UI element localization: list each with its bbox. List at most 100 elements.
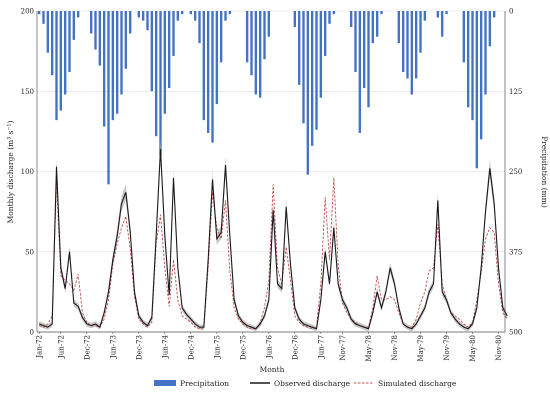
precipitation-bar <box>137 11 141 18</box>
precipitation-bar <box>258 11 262 98</box>
x-tick-label: Nov-80 <box>495 335 503 361</box>
precipitation-bar <box>362 11 366 89</box>
x-tick-label: Jun-72 <box>57 335 65 359</box>
precipitation-bar <box>141 11 145 21</box>
precipitation-bar <box>440 11 444 37</box>
x-tick-label: Nov-77 <box>339 335 347 361</box>
precipitation-bar <box>354 11 357 72</box>
precipitation-bar <box>115 11 119 114</box>
right-tick-label: 0 <box>509 8 513 16</box>
precipitation-bar <box>484 11 487 95</box>
left-tick-label: 150 <box>21 88 34 96</box>
precipitation-bar <box>462 11 466 63</box>
precipitation-bar <box>466 11 470 108</box>
precipitation-bar <box>310 11 314 146</box>
precipitation-bar <box>89 11 93 34</box>
x-tick-label: Jun-77 <box>317 335 325 359</box>
precipitation-bar <box>154 11 158 137</box>
x-tick-label: Dec-75 <box>239 335 247 360</box>
precipitation-bar <box>46 11 50 53</box>
grid-lines <box>37 10 505 333</box>
legend-precipitation-swatch <box>154 380 176 386</box>
precipitation-bar <box>397 11 401 44</box>
precipitation-bar <box>107 11 110 185</box>
precipitation-bar <box>479 11 483 140</box>
x-tick-label: Dec-76 <box>291 334 299 359</box>
precipitation-bar <box>128 11 132 34</box>
precipitation-bar <box>59 11 63 111</box>
precipitation-bar <box>172 11 175 56</box>
precipitation-bar <box>315 11 318 130</box>
precipitation-bar <box>189 11 193 15</box>
precipitation-bar <box>120 11 123 95</box>
x-tick-label: Jun-76 <box>265 334 273 359</box>
x-tick-label: Dec-73 <box>135 335 143 360</box>
precipitation-bar <box>436 11 440 18</box>
right-axis-ticks: 0 125 250 375 500 <box>509 8 522 337</box>
right-axis-title: Precipitation (mm) <box>540 136 549 208</box>
precipitation-bar <box>471 11 474 121</box>
precipitation-bar <box>180 11 184 15</box>
left-tick-label: 50 <box>25 248 34 256</box>
precipitation-bar <box>419 11 422 53</box>
precipitation-bar <box>401 11 405 72</box>
precipitation-bar <box>76 11 80 18</box>
legend: Precipitation Observed discharge Simulat… <box>154 379 457 388</box>
precipitation-bar <box>358 11 362 133</box>
precipitation-bar <box>245 11 249 63</box>
precipitation-bar <box>319 11 323 98</box>
axes <box>36 11 506 333</box>
x-tick-label: Dec-72 <box>83 335 91 360</box>
precipitation-bar <box>98 11 102 66</box>
precipitation-bar <box>215 11 219 105</box>
precipitation-bar <box>475 11 479 169</box>
discharge-lines <box>38 139 508 332</box>
precipitation-bar <box>293 11 297 28</box>
precipitation-bar <box>323 11 327 56</box>
precipitation-bar <box>94 11 97 50</box>
left-axis-title: Monthly discharge (m³ s⁻¹) <box>6 121 15 224</box>
precipitation-bar <box>63 11 67 95</box>
precipitation-bar <box>492 11 496 18</box>
precipitation-bar <box>267 11 271 37</box>
precipitation-bar <box>250 11 253 76</box>
precipitation-bar <box>488 11 492 47</box>
precipitation-bar <box>380 11 383 15</box>
left-axis-ticks: 0 50 100 150 200 <box>21 8 34 337</box>
precipitation-bar <box>254 11 258 95</box>
x-axis-ticks: Jan-72 Jun-72 Dec-72 Jun-73 Dec-73 Jun-74 Dec-… <box>36 332 503 362</box>
precipitation-bar <box>55 11 58 121</box>
precipitation-bar <box>37 11 41 15</box>
precipitation-bar <box>150 11 154 92</box>
precipitation-bar <box>423 11 427 21</box>
precipitation-bar <box>50 11 54 76</box>
x-tick-label: Jun-73 <box>109 335 117 359</box>
precipitation-bar <box>102 11 106 127</box>
precipitation-bar <box>263 11 266 60</box>
precipitation-bar <box>159 11 162 156</box>
x-tick-label: Jun-74 <box>161 334 169 359</box>
precipitation-bar <box>302 11 305 124</box>
legend-observed-label: Observed discharge <box>274 379 351 388</box>
observed-discharge-line <box>38 149 508 330</box>
simulated-discharge-line <box>39 177 508 330</box>
precipitation-bar <box>167 11 171 89</box>
precipitation-bar <box>72 11 76 40</box>
precipitation-bar <box>332 11 336 15</box>
right-tick-label: 500 <box>509 329 522 337</box>
right-tick-label: 125 <box>509 88 522 96</box>
precipitation-bar <box>219 11 223 63</box>
x-tick-label: May-79 <box>417 335 425 362</box>
x-tick-label: May-78 <box>365 335 373 362</box>
precipitation-bar <box>163 11 167 114</box>
precipitation-bar <box>297 11 301 85</box>
precipitation-bar <box>111 11 115 121</box>
left-tick-label: 200 <box>21 8 34 16</box>
x-axis-title: Month <box>260 365 285 374</box>
precipitation-bar <box>306 11 310 175</box>
precipitation-bar <box>228 11 232 15</box>
precipitation-bar <box>124 11 128 69</box>
x-tick-label: Nov-78 <box>391 335 399 361</box>
